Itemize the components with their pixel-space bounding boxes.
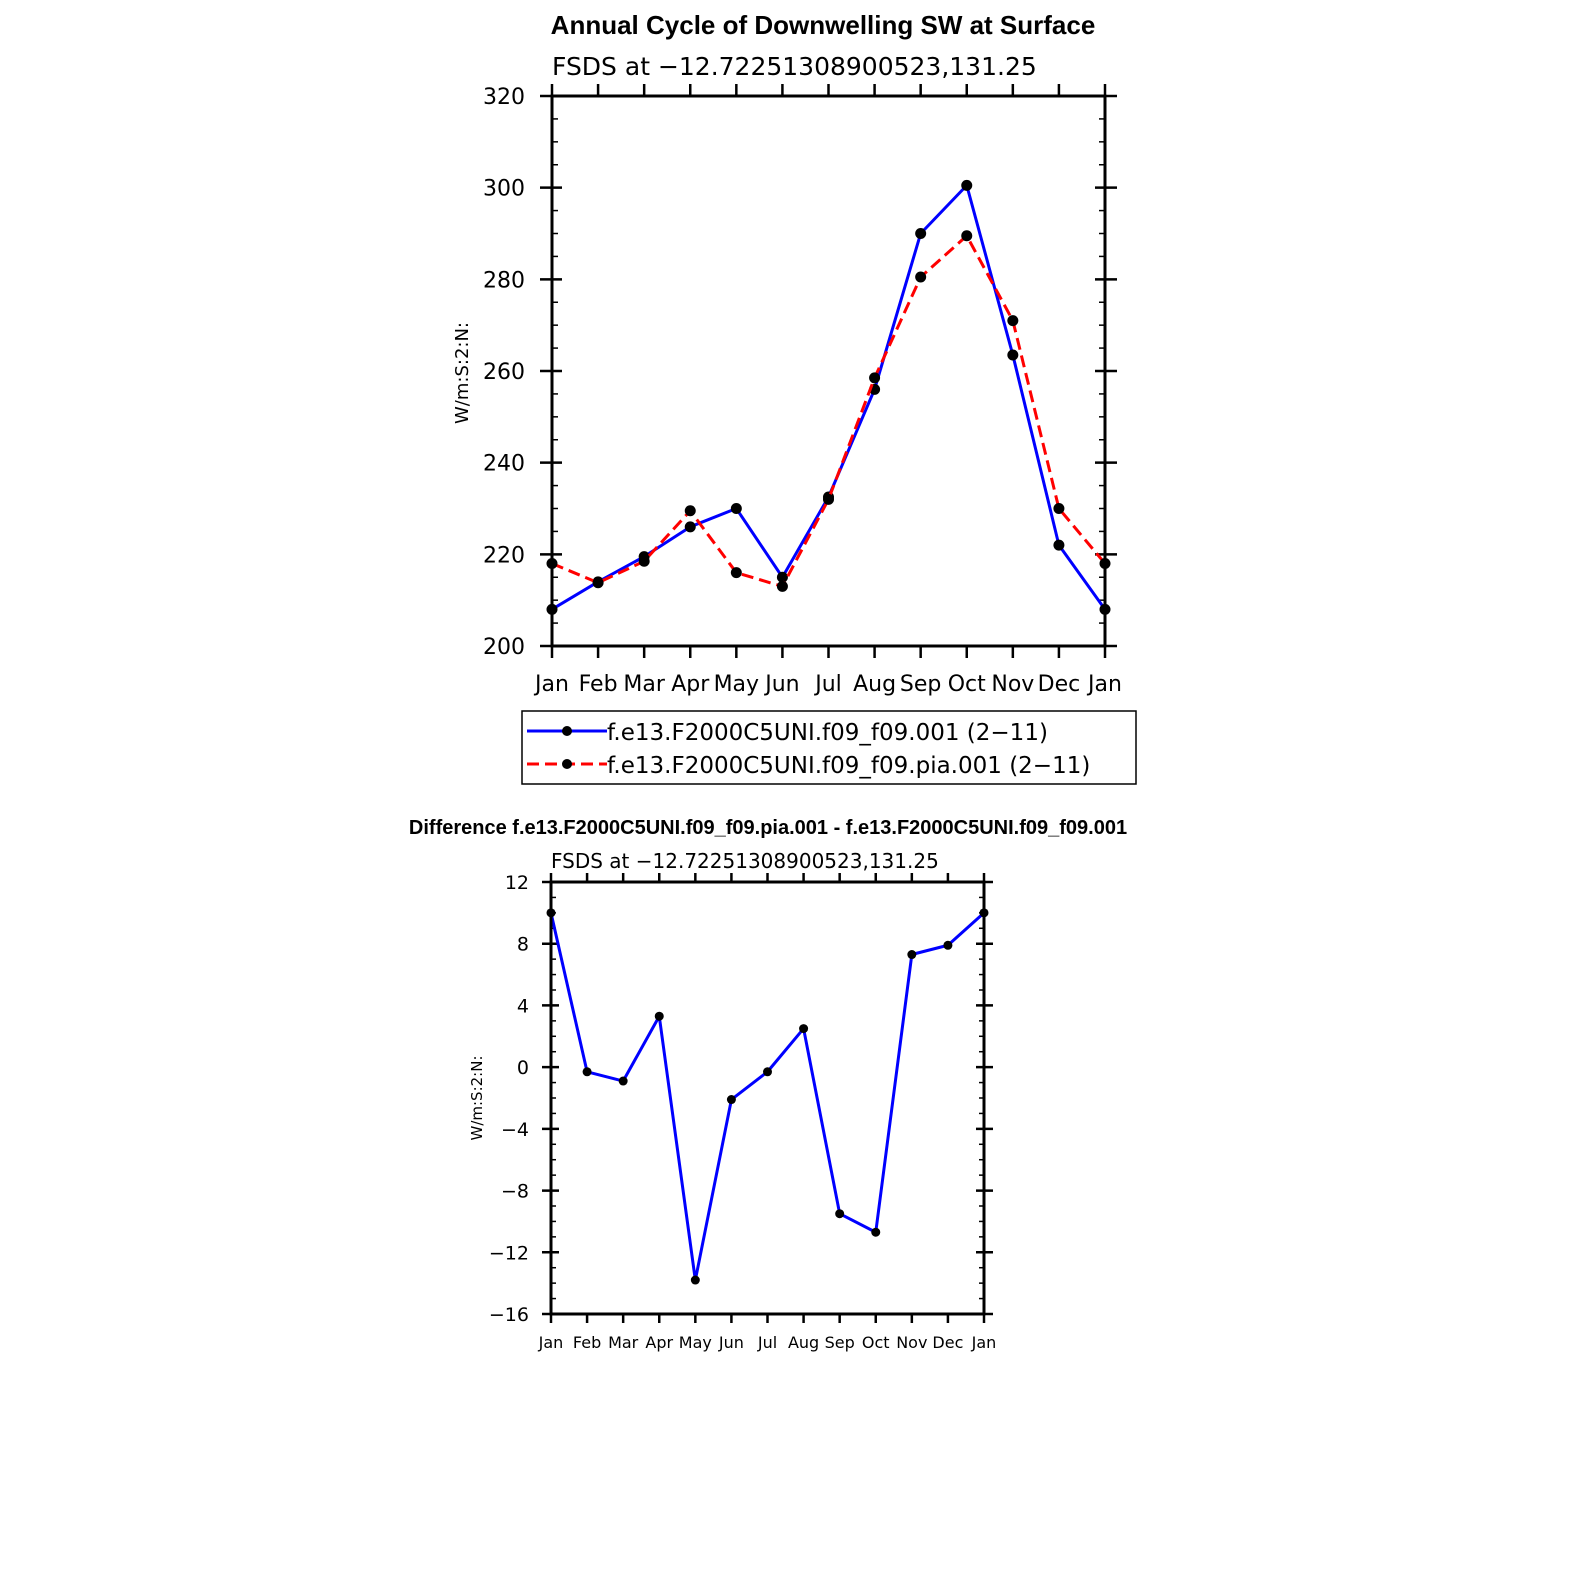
data-series <box>546 179 1111 615</box>
x-tick-label: Jan <box>971 1333 997 1352</box>
series-line-1 <box>551 234 1107 588</box>
data-point <box>1053 503 1065 514</box>
data-point <box>582 1067 592 1077</box>
chart-subtitle: FSDS at −12.72251308900523,131.25 <box>551 849 939 873</box>
x-tick-label: Mar <box>608 1333 639 1352</box>
legend: f.e13.F2000C5UNI.f09_f09.001 (2−11) f.e1… <box>521 710 1137 785</box>
x-tick-label: Jun <box>763 672 799 697</box>
data-point <box>961 230 973 242</box>
chart-title: Difference f.e13.F2000C5UNI.f09_f09.pia.… <box>409 817 1127 839</box>
y-axis-label: W/m:S:2:N: <box>468 1056 486 1141</box>
x-tick-label: Sep <box>900 672 941 697</box>
data-point <box>799 1024 809 1034</box>
legend-box <box>521 710 1137 785</box>
data-point <box>907 950 917 960</box>
data-point <box>726 1095 736 1105</box>
x-tick-label: Sep <box>825 1333 855 1352</box>
data-point <box>915 228 927 239</box>
y-tick-labels: −16 −12 −8 −4 0 4 8 12 <box>489 872 529 1326</box>
data-point <box>871 1227 881 1237</box>
data-point <box>869 372 881 384</box>
chart-subtitle: FSDS at −12.72251308900523,131.25 <box>552 52 1037 81</box>
data-point <box>961 179 973 191</box>
x-tick-label: Apr <box>671 672 710 697</box>
tick-marks <box>542 873 993 1323</box>
data-point <box>730 503 742 514</box>
y-tick-label: −12 <box>489 1242 529 1264</box>
data-point <box>684 521 696 533</box>
data-point <box>638 555 650 567</box>
y-tick-label: 4 <box>517 995 529 1017</box>
legend-label-blue: f.e13.F2000C5UNI.f09_f09.001 (2−11) <box>607 720 1048 746</box>
data-point <box>592 577 604 589</box>
chart-annual-cycle: Annual Cycle of Downwelling SW at Surfac… <box>452 10 1137 785</box>
x-tick-label: Jan <box>1086 672 1122 697</box>
y-tick-label: 8 <box>517 934 529 956</box>
tick-marks <box>540 84 1117 658</box>
x-tick-label: Nov <box>991 672 1034 697</box>
x-tick-label: Feb <box>573 1333 601 1352</box>
series-line-0 <box>549 911 986 1282</box>
x-tick-label: Feb <box>579 672 618 697</box>
data-point <box>776 580 788 592</box>
data-point <box>730 567 742 579</box>
data-point <box>776 571 788 583</box>
legend-marker-red <box>562 759 572 769</box>
data-point <box>690 1275 700 1285</box>
y-tick-label: 220 <box>483 543 525 568</box>
data-point <box>1053 539 1065 551</box>
data-point <box>943 940 953 950</box>
y-tick-labels: 200 220 240 260 280 300 320 <box>483 85 525 660</box>
y-tick-label: 200 <box>483 635 525 660</box>
data-point <box>1007 349 1019 361</box>
chart-difference: Difference f.e13.F2000C5UNI.f09_f09.pia.… <box>409 817 1127 1352</box>
data-series <box>546 908 989 1285</box>
y-tick-label: 260 <box>483 360 525 385</box>
x-tick-label: Oct <box>862 1333 890 1352</box>
data-point <box>915 271 927 283</box>
x-tick-label: Jun <box>718 1333 744 1352</box>
data-point <box>763 1067 772 1077</box>
data-point <box>1007 315 1019 327</box>
y-tick-label: −8 <box>501 1181 529 1203</box>
x-tick-label: Jan <box>538 1333 564 1352</box>
x-tick-label: May <box>679 1333 712 1352</box>
x-tick-label: Dec <box>932 1333 963 1352</box>
x-tick-label: May <box>714 672 759 697</box>
plot-frame <box>549 880 986 1316</box>
x-tick-labels: Jan Feb Mar Apr May Jun Jul Aug Sep Oct Nov Dec Jan <box>538 1333 997 1352</box>
x-tick-label: Dec <box>1038 672 1081 697</box>
y-tick-label: 320 <box>483 85 525 110</box>
x-tick-labels: Jan Feb Mar Apr May Jun Jul Aug Sep Oct Nov Dec Jan <box>533 672 1122 697</box>
x-tick-label: Nov <box>896 1333 927 1352</box>
x-tick-label: Jul <box>757 1333 777 1352</box>
y-tick-label: 240 <box>483 452 525 477</box>
x-tick-label: Mar <box>623 672 665 697</box>
x-tick-label: Jul <box>813 672 842 697</box>
plot-frame <box>550 94 1107 648</box>
legend-label-red: f.e13.F2000C5UNI.f09_f09.pia.001 (2−11) <box>607 753 1090 779</box>
x-tick-label: Aug <box>853 672 896 697</box>
chart-title: Annual Cycle of Downwelling SW at Surfac… <box>551 10 1096 40</box>
y-tick-label: 0 <box>517 1057 529 1079</box>
data-point <box>618 1076 628 1086</box>
data-point <box>684 505 696 517</box>
data-point <box>835 1209 845 1219</box>
x-tick-label: Aug <box>788 1333 819 1352</box>
y-tick-label: 300 <box>483 177 525 202</box>
y-tick-label: 280 <box>483 268 525 293</box>
y-tick-label: −4 <box>501 1119 529 1141</box>
legend-marker-blue <box>562 726 572 736</box>
data-point <box>654 1011 664 1021</box>
data-point <box>823 493 834 505</box>
x-tick-label: Oct <box>948 672 986 697</box>
x-tick-label: Jan <box>533 672 569 697</box>
series-line-0 <box>551 183 1107 611</box>
x-tick-label: Apr <box>645 1333 673 1352</box>
y-tick-label: −16 <box>489 1304 529 1326</box>
y-axis-label: W/m:S:2:N: <box>452 322 473 424</box>
y-tick-label: 12 <box>505 872 529 894</box>
